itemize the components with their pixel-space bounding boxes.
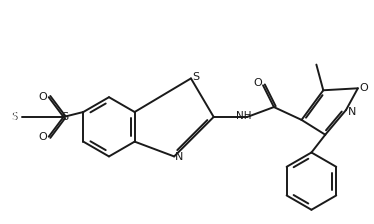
Text: S: S [11,112,17,122]
Text: S: S [10,112,16,122]
Text: N: N [348,107,356,117]
Text: O: O [359,83,368,93]
Text: O: O [39,132,47,142]
Text: N: N [175,152,183,162]
Text: S: S [61,112,68,122]
Text: O: O [39,92,47,102]
Text: S: S [192,72,199,82]
Text: NH: NH [236,111,251,121]
Text: O: O [254,78,263,88]
